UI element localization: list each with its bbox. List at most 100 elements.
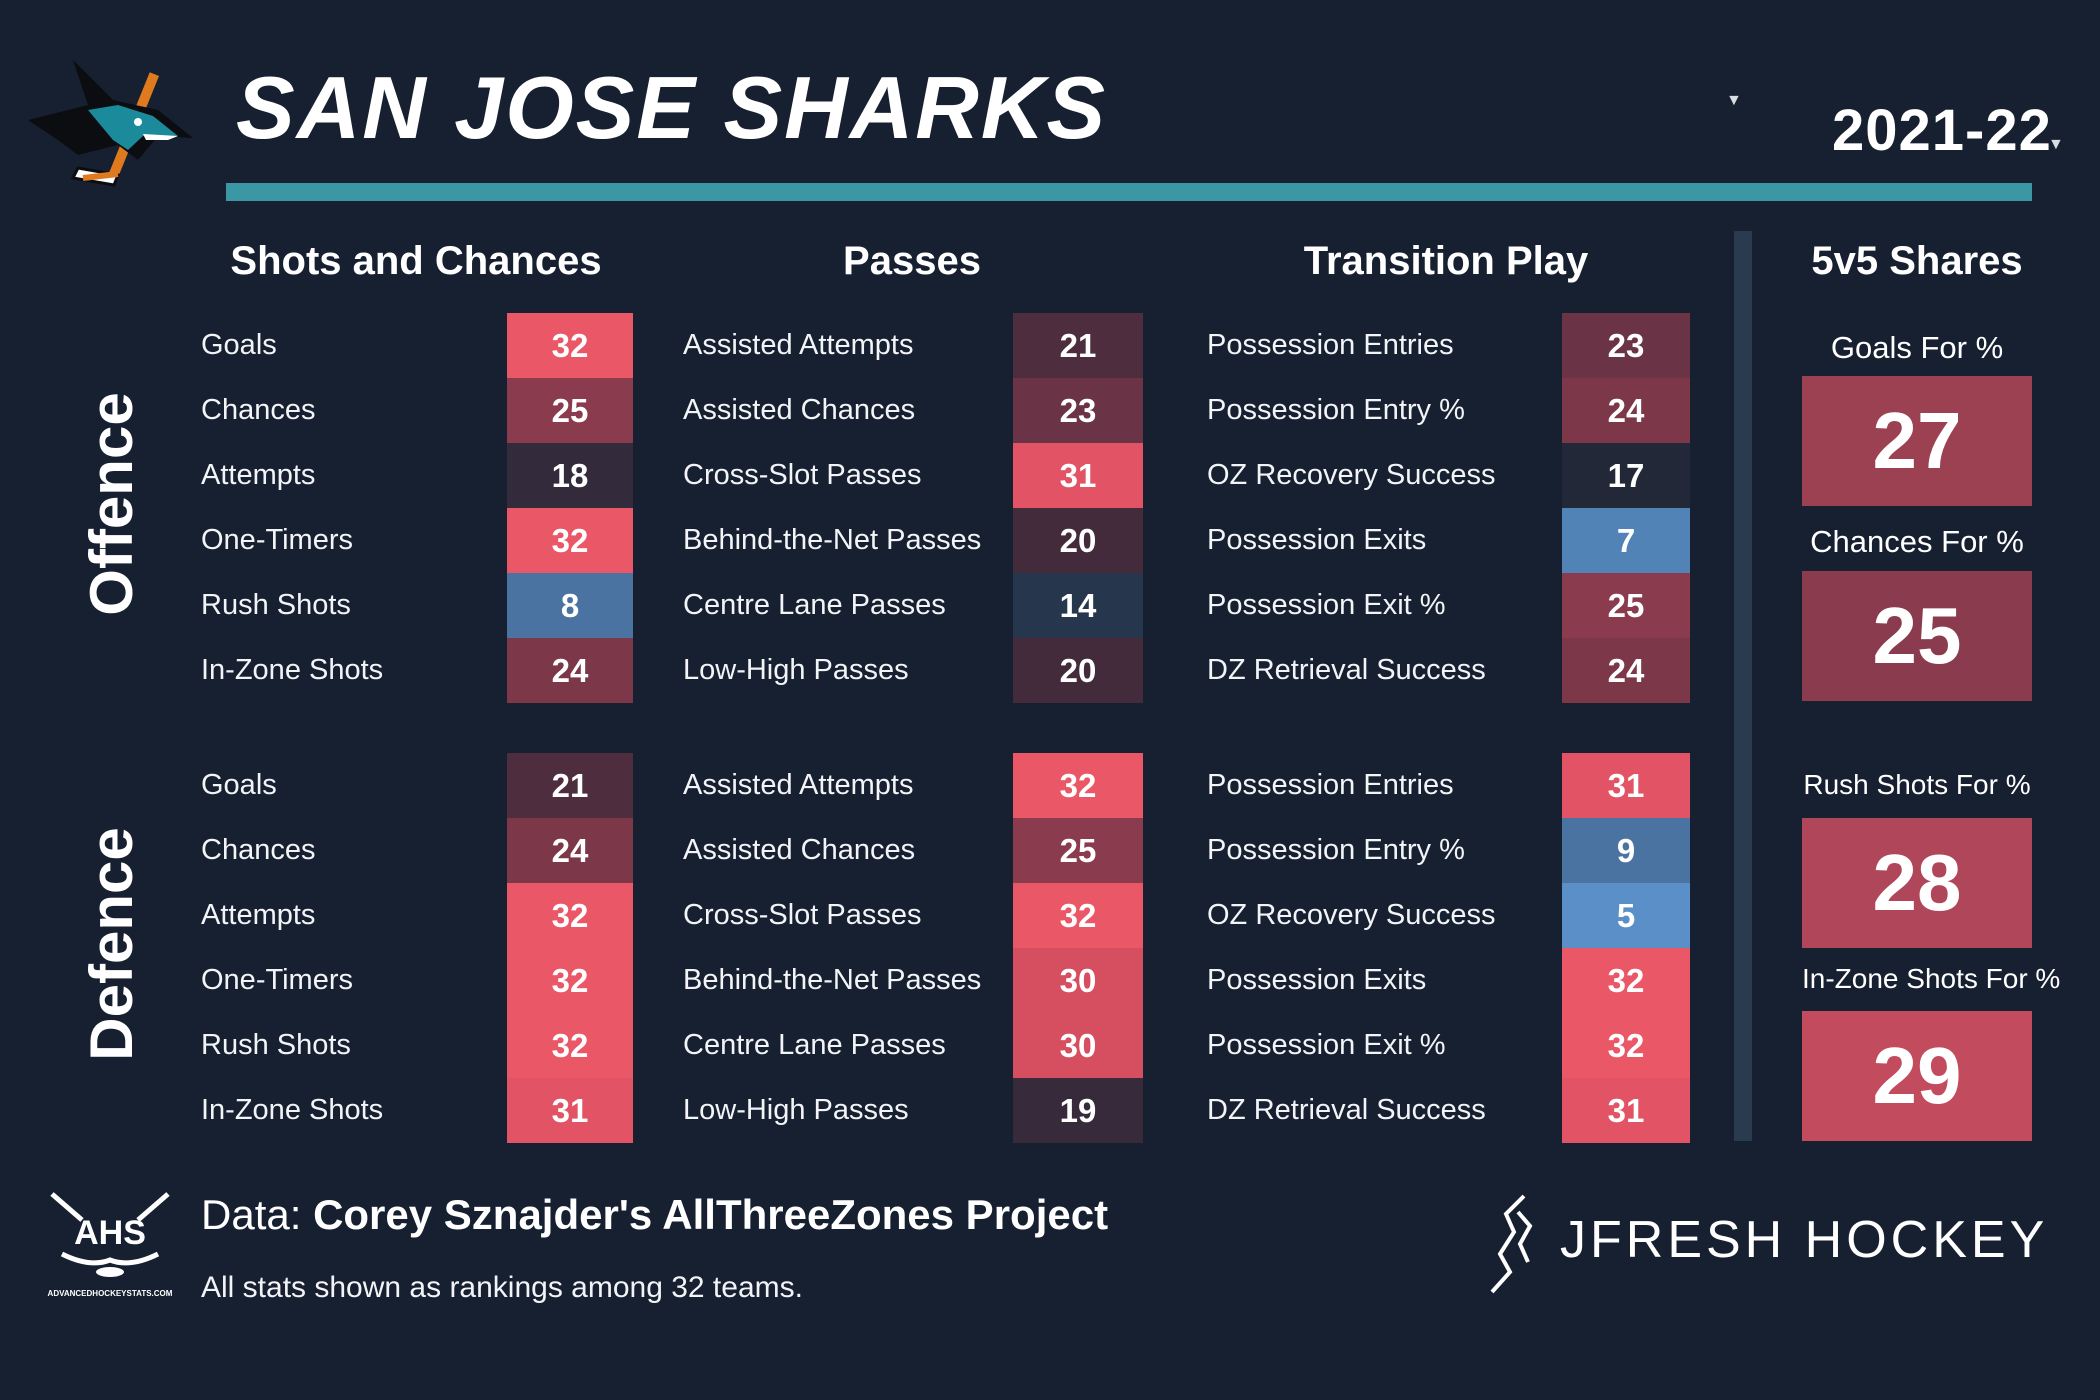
- team-dropdown-caret-icon[interactable]: ▼: [1726, 92, 1742, 109]
- shark-logo-icon: [28, 60, 193, 187]
- stat-label: Possession Entries: [1207, 329, 1454, 361]
- stat-label: Low-High Passes: [683, 654, 909, 686]
- stat-rank-box: 24: [1562, 638, 1690, 703]
- stat-rank-box: 20: [1013, 508, 1143, 573]
- stat-label: Behind-the-Net Passes: [683, 964, 982, 996]
- jfresh-mark-icon: [1490, 1194, 1533, 1294]
- stat-label: Cross-Slot Passes: [683, 899, 922, 931]
- column-heading-passes: Passes: [843, 239, 981, 283]
- share-label: Goals For %: [1830, 330, 2004, 365]
- stat-label: Assisted Attempts: [683, 769, 914, 801]
- stat-label: Possession Exit %: [1207, 589, 1446, 621]
- stat-label: Goals: [201, 329, 277, 361]
- stat-label: One-Timers: [201, 524, 353, 556]
- ahs-url-text: ADVANCEDHOCKEYSTATS.COM: [48, 1289, 173, 1298]
- stat-rank-box: 31: [1562, 1078, 1690, 1143]
- stat-label: Low-High Passes: [683, 1094, 909, 1126]
- stat-rank-box: 31: [1013, 443, 1143, 508]
- stat-label: Chances: [201, 394, 316, 426]
- data-source-prefix: Data:: [201, 1191, 314, 1238]
- stat-rank-box: 23: [1013, 378, 1143, 443]
- share-label: Rush Shots For %: [1803, 769, 2031, 800]
- stat-rank-box: 32: [507, 508, 633, 573]
- share-rank-box: 27: [1802, 376, 2032, 506]
- stat-rank-box: 25: [1013, 818, 1143, 883]
- stat-rank-box: 30: [1013, 948, 1143, 1013]
- stat-rank-box: 25: [1562, 573, 1690, 638]
- ahs-logo-text: AHS: [74, 1214, 146, 1252]
- stat-rank-box: 32: [507, 313, 633, 378]
- side-label-defence: Defence: [78, 827, 145, 1061]
- stat-label: Cross-Slot Passes: [683, 459, 922, 491]
- stat-label: Attempts: [201, 459, 316, 491]
- stat-rank-box: 18: [507, 443, 633, 508]
- stat-label: OZ Recovery Success: [1207, 899, 1496, 931]
- stat-label: One-Timers: [201, 964, 353, 996]
- stat-rank-box: 24: [507, 818, 633, 883]
- share-rank-box: 25: [1802, 571, 2032, 701]
- stat-label: DZ Retrieval Success: [1207, 1094, 1486, 1126]
- stat-rank-box: 21: [1013, 313, 1143, 378]
- column-heading-shares: 5v5 Shares: [1811, 239, 2023, 283]
- stat-rank-box: 9: [1562, 818, 1690, 883]
- stat-label: Goals: [201, 769, 277, 801]
- stat-rank-box: 32: [507, 1013, 633, 1078]
- stat-label: Possession Exits: [1207, 524, 1427, 556]
- stat-label: Assisted Chances: [683, 394, 916, 426]
- header-divider: [226, 183, 2032, 201]
- stat-label: Rush Shots: [201, 589, 351, 621]
- stat-label: OZ Recovery Success: [1207, 459, 1496, 491]
- share-label: In-Zone Shots For %: [1802, 963, 2061, 994]
- column-heading-transition: Transition Play: [1303, 239, 1589, 283]
- team-title: SAN JOSE SHARKS: [236, 58, 1108, 157]
- stat-rank-box: 32: [1562, 1013, 1690, 1078]
- stat-label: Possession Entry %: [1207, 834, 1465, 866]
- column-heading-shots: Shots and Chances: [230, 239, 602, 283]
- stat-label: Assisted Chances: [683, 834, 916, 866]
- stat-rank-box: 21: [507, 753, 633, 818]
- stat-rank-box: 7: [1562, 508, 1690, 573]
- stat-label: Behind-the-Net Passes: [683, 524, 982, 556]
- rankings-footnote: All stats shown as rankings among 32 tea…: [201, 1271, 803, 1304]
- stat-label: Assisted Attempts: [683, 329, 914, 361]
- stat-rank-box: 31: [507, 1078, 633, 1143]
- stat-rank-box: 32: [1562, 948, 1690, 1013]
- stat-label: Rush Shots: [201, 1029, 351, 1061]
- season-select[interactable]: 2021-22: [1832, 98, 2052, 163]
- shares-divider: [1734, 231, 1752, 1141]
- stat-rank-box: 31: [1562, 753, 1690, 818]
- season-dropdown-caret-icon[interactable]: ▼: [2048, 136, 2064, 153]
- stat-rank-box: 24: [507, 638, 633, 703]
- stat-rank-box: 32: [1013, 753, 1143, 818]
- stat-rank-box: 20: [1013, 638, 1143, 703]
- data-source-name: Corey Sznajder's AllThreeZones Project: [313, 1191, 1109, 1238]
- stat-rank-box: 32: [1013, 883, 1143, 948]
- ahs-logo-icon: AHS ADVANCEDHOCKEYSTATS.COM: [48, 1192, 173, 1298]
- stat-label: Centre Lane Passes: [683, 589, 946, 621]
- stat-rank-box: 19: [1013, 1078, 1143, 1143]
- stat-label: In-Zone Shots: [201, 1094, 384, 1126]
- stat-rank-box: 14: [1013, 573, 1143, 638]
- stat-rank-box: 32: [507, 883, 633, 948]
- side-label-offence: Offence: [78, 392, 145, 616]
- stat-label: Possession Entry %: [1207, 394, 1465, 426]
- share-rank-box: 29: [1802, 1011, 2032, 1141]
- stat-rank-box: 30: [1013, 1013, 1143, 1078]
- stat-label: Centre Lane Passes: [683, 1029, 946, 1061]
- data-source-credit: Data: Corey Sznajder's AllThreeZones Pro…: [201, 1190, 1108, 1240]
- stat-label: Possession Exit %: [1207, 1029, 1446, 1061]
- stat-rank-box: 32: [507, 948, 633, 1013]
- stat-label: In-Zone Shots: [201, 654, 384, 686]
- stat-rank-box: 25: [507, 378, 633, 443]
- stat-rank-box: 17: [1562, 443, 1690, 508]
- stat-label: DZ Retrieval Success: [1207, 654, 1486, 686]
- stat-label: Chances: [201, 834, 316, 866]
- jfresh-hockey-brand: JFRESH HOCKEY: [1560, 1211, 2049, 1269]
- stat-rank-box: 5: [1562, 883, 1690, 948]
- stat-label: Possession Exits: [1207, 964, 1427, 996]
- stat-label: Attempts: [201, 899, 316, 931]
- share-label: Chances For %: [1810, 524, 2024, 559]
- share-rank-box: 28: [1802, 818, 2032, 948]
- stat-label: Possession Entries: [1207, 769, 1454, 801]
- stat-rank-box: 24: [1562, 378, 1690, 443]
